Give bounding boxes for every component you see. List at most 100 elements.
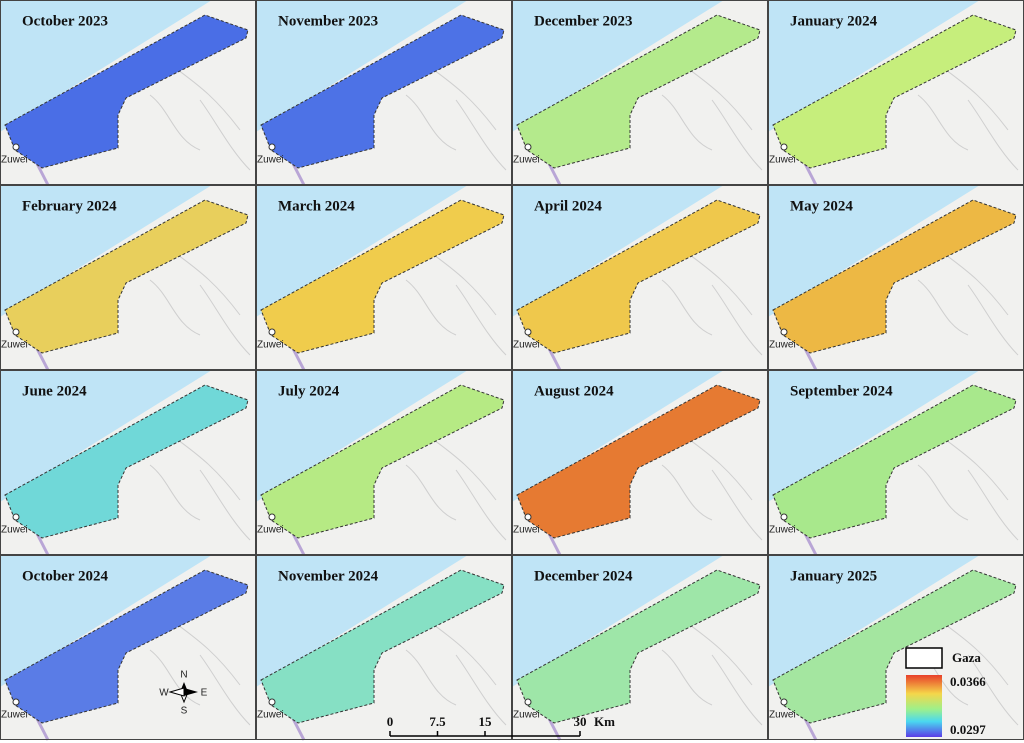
- map-panel: Zuwei April 2024: [512, 185, 768, 371]
- town-marker: [268, 143, 276, 151]
- scale-tick-label: 0: [387, 714, 394, 729]
- panel-title: January 2025: [790, 568, 877, 584]
- panel-title: December 2024: [534, 568, 633, 584]
- panel-border: [512, 370, 768, 555]
- panel-title: September 2024: [790, 383, 893, 399]
- legend-boundary-label: Gaza: [952, 650, 981, 665]
- town-marker: [780, 143, 788, 151]
- panel-border: [0, 185, 256, 370]
- legend-color-bar: [906, 675, 942, 737]
- panel-title: June 2024: [22, 383, 87, 399]
- scale-tick-label: 30: [574, 714, 587, 729]
- map-panel: Zuwei November 2024: [256, 555, 512, 741]
- gaza-strip: [4, 199, 249, 354]
- town-label: Zuwei: [1, 155, 28, 166]
- map-panel: Zuwei October 2023: [0, 0, 256, 186]
- town-label: Zuwei: [1, 525, 28, 536]
- map-panel: Zuwei January 2025: [768, 555, 1024, 741]
- town-marker: [268, 698, 276, 706]
- compass-e: E: [201, 688, 208, 699]
- town-marker: [524, 698, 532, 706]
- town-label: Zuwei: [769, 710, 796, 721]
- town-marker: [12, 143, 20, 151]
- panel-border: [256, 370, 512, 555]
- town-marker: [780, 328, 788, 336]
- town-label: Zuwei: [769, 525, 796, 536]
- legend-boundary-box: [905, 647, 943, 669]
- panel-border: [256, 0, 512, 185]
- town-label: Zuwei: [257, 155, 284, 166]
- panel-border: [256, 185, 512, 370]
- panel-border: [256, 555, 512, 740]
- panel-title: July 2024: [278, 383, 340, 399]
- panel-title: December 2023: [534, 13, 632, 29]
- scale-unit: Km: [594, 714, 615, 729]
- map-panel: Zuwei November 2023: [256, 0, 512, 186]
- gaza-strip: [4, 569, 249, 724]
- town-marker: [524, 143, 532, 151]
- town-marker: [524, 513, 532, 521]
- gaza-strip: [516, 199, 761, 354]
- town-label: Zuwei: [257, 710, 284, 721]
- panel-border: [0, 0, 256, 185]
- town-label: Zuwei: [1, 340, 28, 351]
- panel-title: October 2023: [22, 13, 108, 29]
- town-marker: [780, 698, 788, 706]
- compass-s: S: [181, 706, 188, 717]
- town-marker: [12, 513, 20, 521]
- panel-title: November 2024: [278, 568, 379, 584]
- map-panel: Zuwei August 2024: [512, 370, 768, 556]
- town-marker: [780, 513, 788, 521]
- town-label: Zuwei: [513, 525, 540, 536]
- map-panel: Zuwei January 2024: [768, 0, 1024, 186]
- legend-max: 0.0366: [950, 674, 986, 689]
- legend: Gaza 0.0366 0.0297: [905, 647, 986, 737]
- town-label: Zuwei: [513, 710, 540, 721]
- gaza-strip: [4, 14, 249, 169]
- map-panel: Zuwei July 2024: [256, 370, 512, 556]
- town-marker: [524, 328, 532, 336]
- scale-tick-label: 7.5: [429, 714, 446, 729]
- map-panel: Zuwei December 2024: [512, 555, 768, 741]
- panel-title: February 2024: [22, 198, 117, 214]
- town-label: Zuwei: [257, 340, 284, 351]
- gaza-strip: [772, 569, 1017, 724]
- gaza-strip: [260, 199, 505, 354]
- map-panel: Zuwei June 2024: [0, 370, 256, 556]
- map-panel: Zuwei May 2024: [768, 185, 1024, 371]
- legend-min: 0.0297: [950, 722, 986, 737]
- panel-title: November 2023: [278, 13, 378, 29]
- panel-title: October 2024: [22, 568, 108, 584]
- town-label: Zuwei: [769, 155, 796, 166]
- town-label: Zuwei: [257, 525, 284, 536]
- map-panel: Zuwei September 2024: [768, 370, 1024, 556]
- overlay: N S E W 0 7.5 15 30 Km Gaza 0.0366 0.0297: [159, 647, 986, 737]
- compass-n: N: [180, 670, 187, 681]
- town-marker: [268, 513, 276, 521]
- panel-title: March 2024: [278, 198, 355, 214]
- map-panel: Zuwei March 2024: [256, 185, 512, 371]
- panel-border: [512, 185, 768, 370]
- scale-bar: 0 7.5 15 30 Km: [387, 714, 615, 737]
- compass-w: W: [159, 688, 169, 699]
- scale-tick-label: 15: [479, 714, 493, 729]
- gaza-strip: [516, 384, 761, 539]
- town-marker: [12, 328, 20, 336]
- town-label: Zuwei: [769, 340, 796, 351]
- panel-border: [0, 555, 256, 740]
- gaza-strip: [260, 384, 505, 539]
- panel-border: [512, 0, 768, 185]
- panel-border: [0, 370, 256, 555]
- gaza-strip: [772, 14, 1017, 169]
- panel-title: August 2024: [534, 383, 614, 399]
- town-label: Zuwei: [1, 710, 28, 721]
- gaza-strip: [516, 14, 761, 169]
- town-marker: [268, 328, 276, 336]
- panel-title: April 2024: [534, 198, 602, 214]
- map-panel: Zuwei February 2024: [0, 185, 256, 371]
- map-panel: Zuwei December 2023: [512, 0, 768, 186]
- gaza-strip: [772, 199, 1017, 354]
- town-label: Zuwei: [513, 340, 540, 351]
